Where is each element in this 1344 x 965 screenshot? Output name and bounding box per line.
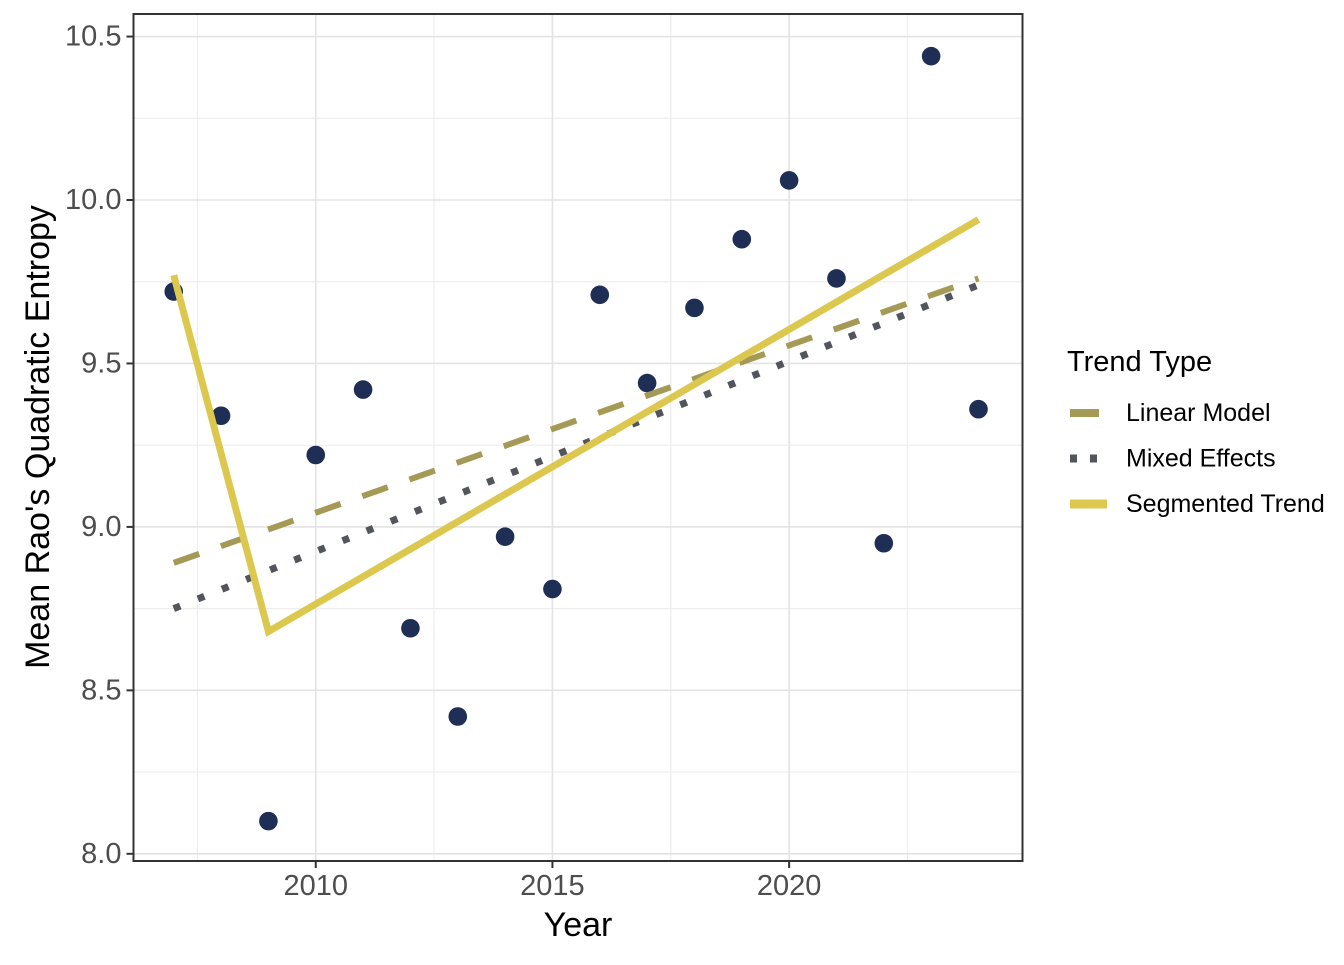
y-tick-label: 8.5	[81, 674, 121, 706]
data-point-2014	[495, 527, 515, 547]
data-point-2011	[353, 380, 373, 399]
legend-keys	[1070, 409, 1107, 509]
data-point-2023	[921, 46, 941, 66]
plot-panel	[133, 14, 1023, 861]
data-point-2010	[306, 445, 326, 465]
data-point-2017	[637, 373, 657, 393]
panel-border	[132, 13, 1024, 862]
y-tick-label: 9.5	[81, 347, 121, 379]
chart-generated-underlay: 8.0 8.5 9.0 9.5 10.0 10.5 2010 2015 2020	[65, 13, 1024, 902]
y-tick-label: 10.5	[65, 21, 121, 53]
y-tick-label: 9.0	[81, 511, 121, 543]
x-tick-label: 2010	[283, 870, 348, 902]
legend: Trend Type Linear Model Mixed Effects Se…	[1067, 346, 1325, 518]
data-point-2020	[779, 171, 799, 190]
data-point-2008	[211, 406, 231, 426]
data-point-2015	[543, 579, 562, 599]
legend-label-linear-model: Linear Model	[1126, 399, 1271, 427]
data-point-2009	[259, 811, 278, 831]
x-axis-title: Year	[544, 906, 613, 944]
data-point-2019	[732, 229, 752, 249]
legend-label-segmented-trend: Segmented Trend	[1126, 490, 1325, 518]
y-axis-title: Mean Rao's Quadratic Entropy	[19, 205, 57, 669]
data-point-2021	[827, 269, 846, 288]
legend-label-mixed-effects: Mixed Effects	[1126, 445, 1276, 473]
y-tick-label: 10.0	[65, 184, 121, 216]
data-point-2013	[448, 707, 468, 726]
data-point-2016	[590, 285, 610, 305]
data-point-2024	[969, 399, 988, 419]
y-tick-label: 8.0	[81, 838, 121, 870]
trend-line-linear-model	[172, 275, 980, 566]
trend-line-segmented-trend	[170, 216, 981, 637]
x-tick-label: 2020	[757, 870, 822, 902]
legend-title: Trend Type	[1067, 346, 1212, 378]
data-point-2022	[874, 533, 894, 553]
x-tick-label: 2015	[520, 870, 585, 902]
data-point-2018	[685, 298, 704, 318]
data-point-2012	[401, 618, 420, 638]
